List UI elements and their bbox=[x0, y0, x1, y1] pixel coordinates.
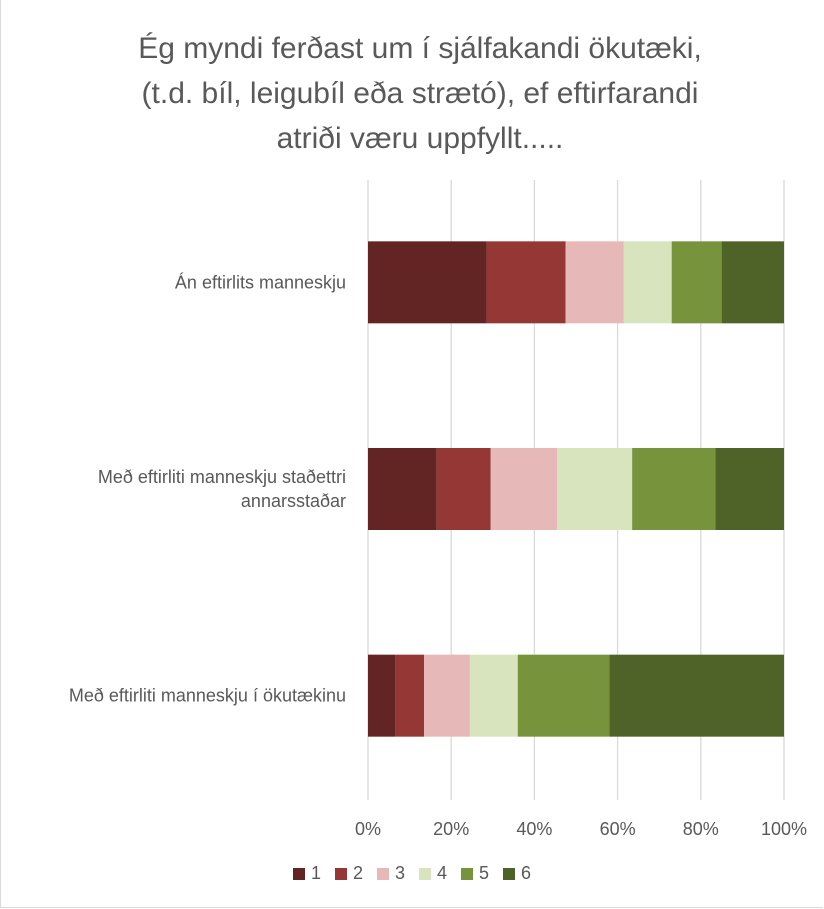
bar-segment-series-5 bbox=[632, 448, 716, 530]
legend-swatch bbox=[503, 867, 516, 880]
bar-segment-series-3 bbox=[424, 654, 470, 737]
bar-segment-series-6 bbox=[721, 241, 784, 324]
bar-segment-series-6 bbox=[715, 448, 784, 530]
bar-segment-series-1 bbox=[368, 241, 487, 324]
x-tick-label: 100% bbox=[761, 819, 807, 839]
legend-item-6: 6 bbox=[503, 863, 531, 884]
bar-segment-series-1 bbox=[368, 654, 396, 737]
legend-item-4: 4 bbox=[419, 863, 447, 884]
legend: 1 2 3 4 5 6 bbox=[0, 863, 824, 885]
category-label: annarsstaðar bbox=[241, 491, 346, 511]
bar-segment-series-2 bbox=[395, 654, 425, 737]
x-tick-label: 60% bbox=[600, 819, 636, 839]
bar-segment-series-4 bbox=[623, 241, 672, 324]
category-label: Með eftirliti manneskju staðettri bbox=[98, 467, 346, 487]
category-label: Án eftirlits manneskju bbox=[175, 272, 346, 292]
x-tick-label: 20% bbox=[433, 819, 469, 839]
bar-segment-series-1 bbox=[368, 448, 437, 530]
chart-title-line-3: atriði væru uppfyllt..... bbox=[276, 122, 564, 155]
legend-label: 5 bbox=[479, 863, 490, 883]
x-tick-label: 0% bbox=[355, 819, 381, 839]
chart-title-line-1: Ég myndi ferðast um í sjálfakandi ökutæk… bbox=[138, 32, 702, 65]
legend-swatch bbox=[461, 867, 474, 880]
legend-label: 3 bbox=[394, 863, 405, 883]
legend-label: 1 bbox=[310, 863, 321, 883]
legend-swatch bbox=[419, 867, 431, 880]
bar-segment-series-4 bbox=[557, 448, 633, 530]
category-label: Með eftirliti manneskju í ökutækinu bbox=[69, 686, 346, 706]
bar-segment-series-2 bbox=[486, 241, 566, 324]
bar-segment-series-6 bbox=[609, 654, 784, 737]
bar-segment-series-4 bbox=[469, 654, 518, 737]
legend-swatch bbox=[376, 867, 389, 880]
x-tick-label: 80% bbox=[683, 819, 719, 839]
bar-segment-series-5 bbox=[517, 654, 610, 737]
legend-label: 6 bbox=[521, 863, 532, 883]
bar-segment-series-3 bbox=[565, 241, 624, 324]
x-tick-label: 40% bbox=[516, 819, 552, 839]
plot-area: 0% 20% 40% 60% 80% 100% Án eftirlits manneskju… bbox=[69, 180, 807, 839]
legend-swatch bbox=[334, 867, 347, 880]
chart-title: Ég myndi ferðast um í sjálfakandi ökutæk… bbox=[40, 26, 800, 161]
bar-segment-series-5 bbox=[671, 241, 722, 324]
legend-label: 2 bbox=[352, 863, 363, 883]
legend-swatch bbox=[292, 867, 305, 880]
legend-item-3: 3 bbox=[376, 863, 405, 884]
chart-title-line-2: (t.d. bíl, leigubíl eða strætó), ef efti… bbox=[141, 77, 699, 110]
legend-item-2: 2 bbox=[334, 863, 363, 884]
legend-item-5: 5 bbox=[461, 863, 489, 884]
bar-segment-series-2 bbox=[436, 448, 491, 530]
legend-item-1: 1 bbox=[292, 863, 321, 884]
bar-segment-series-3 bbox=[490, 448, 558, 530]
legend-label: 4 bbox=[437, 863, 448, 883]
